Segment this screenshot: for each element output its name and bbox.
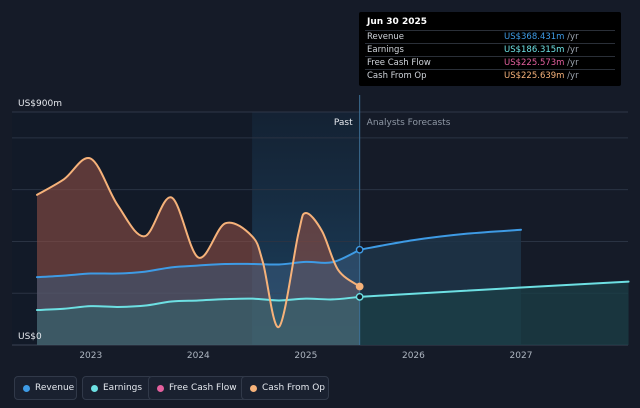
earnings-forecast-area [359,281,629,345]
legend-label: Free Cash Flow [169,383,237,393]
tooltip-label: Cash From Op [367,71,427,81]
cash-from-op-line [36,157,361,328]
tooltip-value: US$225.639m /yr [504,71,579,81]
tooltip-label: Revenue [367,32,405,42]
tooltip-label: Free Cash Flow [367,58,431,68]
revenue-forecast-line [358,228,522,251]
earnings-line [36,295,361,312]
legend-dot-icon [23,385,30,392]
legend-dot-icon [250,385,257,392]
tooltip-row-revenue: Revenue US$368.431m /yr [365,30,615,44]
tooltip-value: US$368.431m /yr [504,32,579,42]
legend-free-cash-flow[interactable]: Free Cash Flow [148,376,248,400]
x-tick-label: 2023 [79,351,102,361]
revenue-marker [355,245,364,254]
x-tick-label: 2026 [402,351,425,361]
x-tick-label: 2027 [510,351,533,361]
tooltip-row-earnings: Earnings US$186.315m /yr [365,43,615,57]
legend-dot-icon [91,385,98,392]
earnings-marker [355,292,364,301]
tooltip-date: Jun 30 2025 [367,17,428,27]
legend-label: Cash From Op [262,383,326,393]
legend-cash-from-op[interactable]: Cash From Op [241,376,329,400]
revenue-line [36,248,361,279]
tooltip: Jun 30 2025 Revenue US$368.431m /yr Earn… [359,12,621,86]
tooltip-label: Earnings [367,45,404,55]
tooltip-value: US$225.573m /yr [504,58,579,68]
x-tick-label: 2025 [294,351,317,361]
y-label-bottom: US$0 [18,332,42,342]
x-tick-label: 2024 [187,351,210,361]
free-cash-flow-marker [356,283,363,290]
y-label-top: US$900m [18,99,62,109]
earnings-area [37,296,360,345]
tooltip-value: US$186.315m /yr [504,45,579,55]
tooltip-row-cfo: Cash From Op US$225.639m /yr [365,69,615,83]
past-label: Past [334,118,353,128]
legend-dot-icon [157,385,164,392]
legend-revenue[interactable]: Revenue [14,376,77,400]
legend-label: Revenue [35,383,75,393]
forecast-label: Analysts Forecasts [367,118,451,128]
legend-label: Earnings [103,383,143,393]
earnings-forecast-line [358,280,630,298]
tooltip-row-fcf: Free Cash Flow US$225.573m /yr [365,56,615,70]
legend-earnings[interactable]: Earnings [82,376,153,400]
